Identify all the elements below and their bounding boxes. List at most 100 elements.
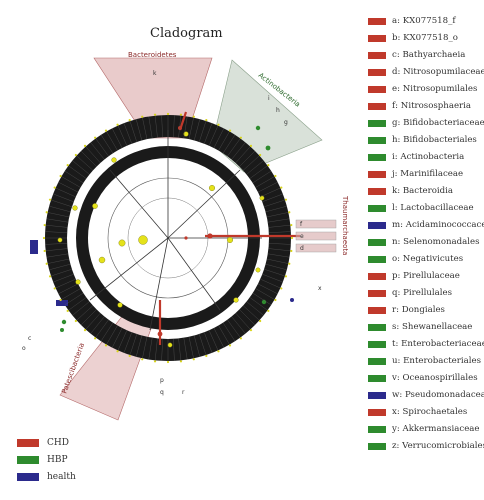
legend-label: u: Enterobacteriales [392, 356, 481, 366]
hbp-nodes [60, 125, 271, 332]
legend-swatch [368, 51, 386, 59]
legend-label: q: Pirellulales [392, 288, 453, 298]
legend-label: x: Spirochaetales [392, 407, 468, 417]
letter-p: p [160, 377, 164, 384]
legend-label: b: KX077518_o [392, 33, 458, 43]
legend-swatch [368, 442, 386, 450]
legend-label: y: Akkermansiaceae [392, 424, 480, 434]
legend-item: b: KX077518_o [368, 31, 458, 45]
legend-swatch [368, 272, 386, 280]
letter-k: k [153, 70, 157, 77]
legend-item: u: Enterobacteriales [368, 354, 481, 368]
legend-label: h: Bifidobacteriales [392, 135, 477, 145]
legend-item: m: Acidaminococcaceae [368, 218, 484, 232]
legend-label: r: Dongiales [392, 305, 445, 315]
letter-g: g [284, 119, 288, 126]
legend-swatch [368, 255, 386, 263]
group-legend-swatch [17, 473, 39, 481]
letter-c: c [28, 335, 31, 342]
legend-label: c: Bathyarchaeia [392, 50, 466, 60]
legend-label: o: Negativicutes [392, 254, 464, 264]
legend-item: y: Akkermansiaceae [368, 422, 480, 436]
letter-r: r [182, 389, 185, 396]
health-nodes [30, 240, 294, 306]
legend-item: c: Bathyarchaeia [368, 48, 465, 62]
legend-item: h: Bifidobacteriales [368, 133, 477, 147]
legend-swatch [368, 357, 386, 365]
legend-swatch [368, 102, 386, 110]
group-legend-label: health [47, 472, 76, 482]
legend-item: t: Enterobacteriaceae [368, 337, 484, 351]
letter-e: e [300, 233, 304, 240]
right-label-boxes [295, 219, 337, 253]
legend-item: p: Pirellulaceae [368, 269, 460, 283]
group-legend-label: HBP [47, 455, 68, 465]
legend-label: g: Bifidobacteriaceae [392, 118, 484, 128]
legend-item: w: Pseudomonadaceae [368, 388, 484, 402]
legend-label: k: Bacteroidia [392, 186, 454, 196]
legend-swatch [368, 425, 386, 433]
group-legend-item: HBP [17, 455, 68, 465]
legend-swatch [368, 187, 386, 195]
legend-item: e: Nitrosopumilales [368, 82, 477, 96]
phylum-label-bacteroidetes: Bacteroidetes [128, 51, 177, 59]
legend-swatch [368, 34, 386, 42]
legend-swatch [368, 323, 386, 331]
legend-label: j: Marinifilaceae [392, 169, 464, 179]
chd-nodes [157, 126, 213, 337]
legend-swatch [368, 408, 386, 416]
legend-item: x: Spirochaetales [368, 405, 467, 419]
legend-item: k: Bacteroidia [368, 184, 453, 198]
legend-swatch [368, 374, 386, 382]
letter-markers: k i h g f e d p q r x c o [22, 70, 322, 396]
group-legend-item: CHD [17, 438, 69, 448]
legend-swatch [368, 221, 386, 229]
legend-item: o: Negativicutes [368, 252, 463, 266]
letter-i: i [268, 95, 270, 102]
letter-o: o [22, 345, 26, 352]
letter-x: x [318, 285, 322, 292]
legend-swatch [368, 204, 386, 212]
legend-item: j: Marinifilaceae [368, 167, 463, 181]
legend-label: z: Verrucomicrobiales [392, 441, 484, 451]
legend-swatch [368, 153, 386, 161]
legend-label: i: Actinobacteria [392, 152, 465, 162]
legend-item: q: Pirellulales [368, 286, 452, 300]
group-legend-swatch [17, 456, 39, 464]
root-node [184, 236, 188, 240]
letter-d: d [300, 245, 304, 252]
letter-q: q [160, 389, 164, 396]
cladogram: Bacteroidetes Actinobacteria Thaumarchae… [22, 51, 349, 421]
legend-item: z: Verrucomicrobiales [368, 439, 484, 453]
legend-label: a: KX077518_f [392, 16, 456, 26]
phylum-label-thaumarchaeota: Thaumarchaeota [341, 195, 349, 255]
legend-item: d: Nitrosopumilaceae [368, 65, 484, 79]
legend-label: m: Acidaminococcaceae [392, 220, 484, 230]
group-legend-swatch [17, 439, 39, 447]
legend-item: a: KX077518_f [368, 14, 456, 28]
group-legend-item: health [17, 472, 76, 482]
legend-swatch [368, 170, 386, 178]
legend-item: i: Actinobacteria [368, 150, 464, 164]
legend-swatch [368, 68, 386, 76]
legend-item: v: Oceanospirillales [368, 371, 478, 385]
legend-label: d: Nitrosopumilaceae [392, 67, 484, 77]
legend-swatch [368, 119, 386, 127]
cladogram-title: Cladogram [150, 26, 223, 41]
legend-swatch [368, 340, 386, 348]
legend-label: v: Oceanospirillales [392, 373, 478, 383]
outer-ring-beads [42, 112, 294, 364]
group-legend-label: CHD [47, 438, 69, 448]
legend-label: w: Pseudomonadaceae [392, 390, 484, 400]
letter-h: h [276, 107, 280, 114]
legend-swatch [368, 391, 386, 399]
legend-item: g: Bifidobacteriaceae [368, 116, 484, 130]
legend-item: l: Lactobacillaceae [368, 201, 474, 215]
legend-label: t: Enterobacteriaceae [392, 339, 484, 349]
legend-swatch [368, 289, 386, 297]
legend-swatch [368, 17, 386, 25]
legend-item: f: Nitrososphaeria [368, 99, 471, 113]
legend-label: n: Selenomonadales [392, 237, 480, 247]
legend-label: s: Shewanellaceae [392, 322, 473, 332]
legend-swatch [368, 238, 386, 246]
